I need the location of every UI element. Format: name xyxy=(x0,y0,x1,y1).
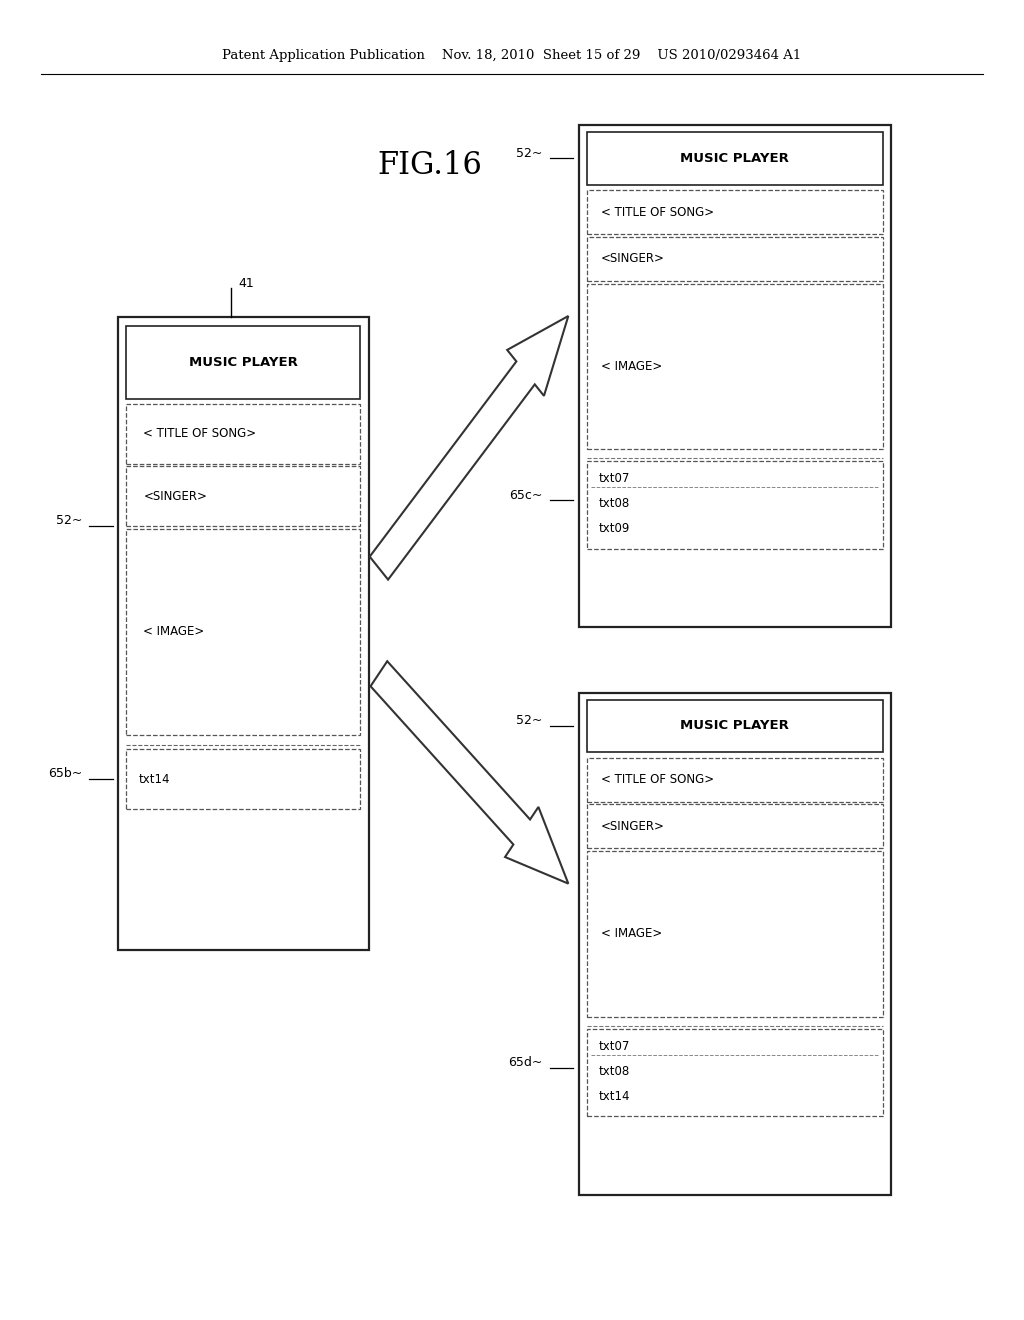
Text: 52~: 52~ xyxy=(516,147,543,160)
Text: txt07: txt07 xyxy=(599,473,631,484)
Text: 41: 41 xyxy=(239,277,255,290)
Text: < TITLE OF SONG>: < TITLE OF SONG> xyxy=(601,206,714,219)
Text: 52~: 52~ xyxy=(516,714,543,727)
Bar xyxy=(126,466,360,525)
Bar xyxy=(126,404,360,463)
Bar xyxy=(587,190,883,234)
Text: Patent Application Publication    Nov. 18, 2010  Sheet 15 of 29    US 2010/02934: Patent Application Publication Nov. 18, … xyxy=(222,49,802,62)
Bar xyxy=(587,851,883,1016)
Text: 65d~: 65d~ xyxy=(508,1056,543,1069)
Bar xyxy=(587,236,883,281)
Text: txt08: txt08 xyxy=(599,1065,631,1077)
Text: txt08: txt08 xyxy=(599,498,631,510)
Text: < IMAGE>: < IMAGE> xyxy=(601,928,663,940)
Text: <SINGER>: <SINGER> xyxy=(601,252,665,265)
Bar xyxy=(579,693,891,1195)
Bar xyxy=(126,748,360,809)
Bar xyxy=(126,326,360,399)
Text: txt07: txt07 xyxy=(599,1040,631,1052)
Text: <SINGER>: <SINGER> xyxy=(601,820,665,833)
Text: txt09: txt09 xyxy=(599,523,631,535)
Bar xyxy=(587,132,883,185)
Bar xyxy=(126,528,360,734)
Bar xyxy=(579,125,891,627)
Text: 52~: 52~ xyxy=(55,515,82,527)
Text: MUSIC PLAYER: MUSIC PLAYER xyxy=(680,719,790,733)
Text: < IMAGE>: < IMAGE> xyxy=(601,360,663,372)
Text: <SINGER>: <SINGER> xyxy=(143,490,207,503)
Text: FIG.16: FIG.16 xyxy=(378,149,482,181)
Bar xyxy=(587,284,883,449)
Bar xyxy=(587,804,883,849)
Bar xyxy=(587,1028,883,1117)
Polygon shape xyxy=(370,315,568,579)
Bar xyxy=(587,700,883,752)
Bar xyxy=(587,461,883,549)
Text: txt14: txt14 xyxy=(599,1090,631,1102)
Text: 65b~: 65b~ xyxy=(48,767,82,780)
Text: 65c~: 65c~ xyxy=(509,488,543,502)
Text: MUSIC PLAYER: MUSIC PLAYER xyxy=(188,356,298,370)
Bar xyxy=(587,758,883,801)
Text: < IMAGE>: < IMAGE> xyxy=(143,626,205,638)
Text: txt14: txt14 xyxy=(138,772,170,785)
Bar xyxy=(118,317,369,950)
Text: MUSIC PLAYER: MUSIC PLAYER xyxy=(680,152,790,165)
Text: < TITLE OF SONG>: < TITLE OF SONG> xyxy=(143,428,256,441)
Text: < TITLE OF SONG>: < TITLE OF SONG> xyxy=(601,774,714,787)
Polygon shape xyxy=(371,661,568,883)
